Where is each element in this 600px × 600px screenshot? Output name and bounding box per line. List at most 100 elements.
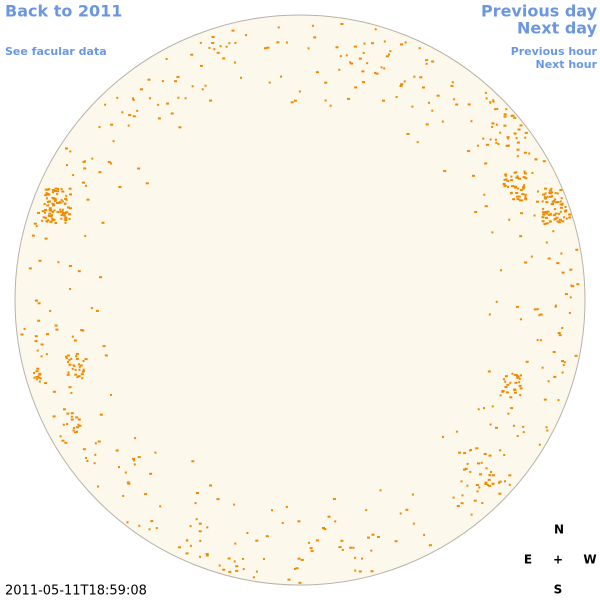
facula	[138, 524, 141, 527]
previous-day-link[interactable]: Previous day	[481, 2, 598, 21]
facula	[104, 354, 108, 357]
facula	[551, 191, 554, 194]
facula	[46, 220, 49, 223]
facula	[568, 213, 572, 216]
facula	[486, 143, 490, 146]
facula	[73, 365, 76, 367]
facula	[345, 54, 348, 57]
facula	[231, 29, 235, 32]
facula	[575, 248, 579, 251]
facula	[516, 175, 519, 178]
facula	[70, 391, 73, 394]
facula	[541, 366, 544, 369]
facula	[133, 459, 136, 462]
facula	[61, 208, 64, 211]
facula	[547, 257, 551, 260]
facula	[166, 102, 170, 105]
facula	[56, 190, 60, 193]
facula	[71, 335, 74, 338]
facula	[568, 312, 571, 314]
facula	[508, 218, 511, 221]
facula	[205, 554, 209, 557]
timestamp: 2011-05-11T18:59:08	[5, 584, 147, 599]
facula	[349, 546, 353, 549]
facula	[64, 221, 67, 224]
back-link[interactable]: Back to 2011	[5, 2, 122, 21]
facula	[298, 581, 302, 584]
facula	[287, 578, 291, 581]
facula	[311, 24, 314, 27]
facula	[456, 505, 460, 507]
facula	[516, 148, 520, 151]
facula	[510, 175, 513, 178]
facula	[36, 349, 39, 352]
facula	[520, 199, 524, 202]
facula	[504, 380, 507, 383]
facula	[78, 365, 81, 368]
facula	[295, 567, 299, 570]
facula	[191, 85, 194, 88]
facula	[553, 208, 556, 211]
facula	[489, 423, 492, 426]
facula	[428, 101, 430, 104]
facula	[93, 462, 96, 465]
facula	[60, 199, 63, 202]
facula	[450, 84, 454, 87]
facula	[40, 343, 44, 346]
facula	[294, 567, 296, 570]
facula	[546, 429, 549, 432]
facula	[74, 431, 77, 434]
facula	[467, 103, 471, 106]
facula	[225, 45, 228, 48]
facula	[522, 431, 525, 434]
facula	[491, 122, 495, 125]
facula	[524, 195, 527, 198]
facula	[541, 216, 545, 219]
facula	[524, 177, 528, 180]
next-hour-link[interactable]: Next hour	[536, 58, 598, 71]
facula	[518, 381, 521, 384]
facula	[542, 193, 546, 196]
facula	[463, 452, 467, 455]
facula	[483, 407, 485, 410]
facula	[517, 187, 520, 190]
facula	[363, 42, 366, 45]
facula	[503, 113, 507, 116]
facula	[59, 435, 62, 438]
facula	[94, 453, 97, 456]
facula	[499, 131, 502, 134]
facula	[419, 76, 423, 79]
facula	[102, 345, 106, 348]
facula	[252, 576, 255, 579]
facula	[560, 252, 563, 255]
next-day-link[interactable]: Next day	[517, 19, 598, 38]
facula	[76, 430, 78, 433]
facula	[140, 88, 143, 91]
facula	[65, 147, 68, 150]
facula	[190, 53, 194, 56]
facula	[149, 472, 153, 475]
facula	[98, 126, 101, 129]
facula	[461, 494, 464, 497]
facula	[551, 195, 553, 198]
previous-hour-link[interactable]: Previous hour	[511, 45, 598, 58]
facula	[280, 75, 282, 78]
facula	[524, 131, 528, 134]
facula	[554, 192, 557, 194]
facula	[481, 502, 484, 504]
facula	[569, 268, 573, 271]
facula	[557, 332, 561, 334]
facular-data-link[interactable]: See facular data	[5, 45, 107, 58]
facula	[441, 120, 444, 123]
facula	[42, 216, 45, 219]
facula	[66, 412, 70, 415]
facula	[522, 186, 526, 189]
facula	[377, 535, 380, 538]
facula	[538, 443, 541, 446]
facula	[354, 556, 357, 559]
facula	[412, 522, 415, 525]
facula	[332, 498, 336, 500]
facula	[361, 557, 363, 560]
facula	[362, 51, 365, 54]
